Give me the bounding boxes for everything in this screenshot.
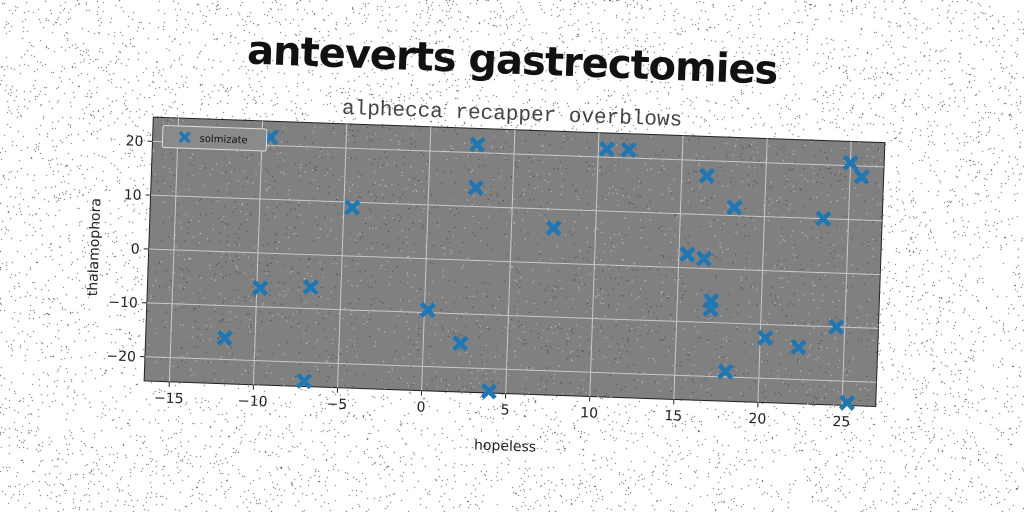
y-gridline xyxy=(152,140,885,168)
y-tick-label: 20 xyxy=(125,133,143,150)
x-tick-label: 15 xyxy=(664,408,682,425)
y-axis-label: thalamophora xyxy=(85,198,104,297)
scatter-point xyxy=(853,168,870,186)
scatter-point xyxy=(302,278,319,296)
grid-lines xyxy=(144,117,885,406)
scatter-point xyxy=(726,199,743,216)
scatter-point xyxy=(790,339,807,356)
scatter-point xyxy=(295,372,313,390)
scatter-point xyxy=(467,179,484,196)
scatter-point xyxy=(545,219,562,237)
x-tick-label: 5 xyxy=(500,402,509,418)
scatter-point xyxy=(839,394,856,411)
x-tick-label: 25 xyxy=(832,414,850,431)
x-tick-label: −5 xyxy=(326,396,347,413)
y-tick-label: −20 xyxy=(106,348,136,365)
x-tick-label: 0 xyxy=(416,399,425,415)
scatter-point xyxy=(452,335,469,352)
x-tick-label: 10 xyxy=(580,405,598,422)
y-gridline xyxy=(148,248,881,276)
y-tick-label: −10 xyxy=(108,295,138,312)
scatter-point xyxy=(469,136,486,153)
y-axis-ticks: −20 −10 0 10 20 xyxy=(106,133,153,365)
scatter-point xyxy=(598,140,615,158)
legend-label: solmizate xyxy=(199,134,247,147)
scatter-point xyxy=(842,154,859,172)
scatter-point xyxy=(480,383,498,400)
scatter-point xyxy=(702,300,719,318)
scatter-point xyxy=(828,318,845,336)
y-gridline xyxy=(150,194,883,222)
scatter-point xyxy=(419,301,436,319)
scatter-point xyxy=(252,279,269,297)
scatter-point xyxy=(717,363,734,380)
scatter-point xyxy=(698,167,716,184)
legend-marker xyxy=(178,131,191,144)
y-tick-label: 10 xyxy=(123,187,141,204)
scatter-points xyxy=(216,129,870,411)
scatter-point xyxy=(679,246,696,263)
legend: solmizate xyxy=(161,125,268,152)
scatter-point xyxy=(620,141,637,159)
scatter-point xyxy=(757,329,774,347)
x-axis-ticks: −15 −10 −5 0 5 10 15 20 25 xyxy=(154,381,851,431)
x-tick-label: −10 xyxy=(238,393,268,410)
x-axis-label: hopeless xyxy=(474,438,537,456)
scatter-point xyxy=(216,329,233,347)
y-gridline xyxy=(144,356,877,383)
x-tick-label: 20 xyxy=(748,411,766,428)
scatter-point xyxy=(344,199,361,216)
y-tick-label: 0 xyxy=(130,241,139,257)
y-gridline xyxy=(146,302,879,329)
x-tick-label: −15 xyxy=(154,390,184,407)
scatter-point xyxy=(815,210,832,227)
scatter-point xyxy=(695,250,713,267)
